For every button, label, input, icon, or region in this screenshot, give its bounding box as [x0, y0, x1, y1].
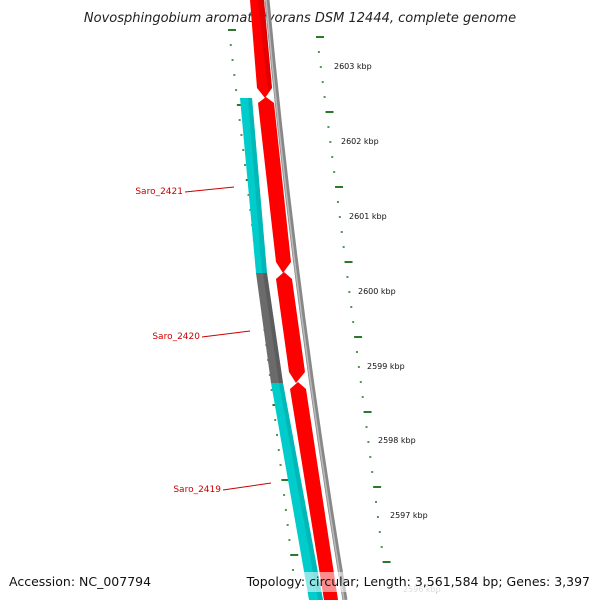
accession-text: Accession: NC_007794: [9, 574, 151, 589]
gene-label-saro-2421[interactable]: Saro_2421: [135, 187, 183, 197]
scale-label-2602: 2602 kbp: [341, 137, 379, 146]
genome-backbone: [264, 0, 348, 600]
forward-gene-lower[interactable]: [290, 382, 338, 600]
footer-backdrop: [258, 572, 600, 592]
scale-label-2600: 2600 kbp: [358, 287, 396, 296]
leader-line-saro-2419: [222, 482, 272, 491]
scale-label-2603: 2603 kbp: [334, 62, 372, 71]
gene-label-saro-2420[interactable]: Saro_2420: [152, 332, 200, 342]
scale-label-2598: 2598 kbp: [378, 436, 416, 445]
map-title: Novosphingobium aromaticivorans DSM 1244…: [84, 11, 516, 26]
gene-saro-2419-shade: [279, 383, 323, 600]
scale-label-2599: 2599 kbp: [367, 362, 405, 371]
gene-saro-2421-shade: [248, 98, 267, 273]
leader-line-saro-2421: [184, 186, 235, 193]
forward-gene-upper[interactable]: [258, 97, 291, 273]
gene-labels: Saro_2421 Saro_2420 Saro_2419: [135, 186, 272, 495]
scale-labels: 2603 kbp 2602 kbp 2601 kbp 2600 kbp 2599…: [334, 62, 441, 594]
genome-summary-text: Topology: circular; Length: 3,561,584 bp…: [246, 574, 590, 589]
reverse-strand-track: [240, 98, 323, 600]
gene-saro-2420-shade: [263, 273, 283, 383]
scale-label-2601: 2601 kbp: [349, 212, 387, 221]
scale-label-2597: 2597 kbp: [390, 511, 428, 520]
leader-line-saro-2420: [201, 330, 251, 338]
gene-label-saro-2419[interactable]: Saro_2419: [173, 485, 221, 495]
outer-tick-track: [316, 36, 391, 563]
genome-backbone-highlight: [265, 0, 345, 600]
forward-gene-top-shade: [258, 0, 272, 92]
forward-strand-track: [250, 0, 338, 600]
forward-gene-middle[interactable]: [276, 272, 305, 383]
